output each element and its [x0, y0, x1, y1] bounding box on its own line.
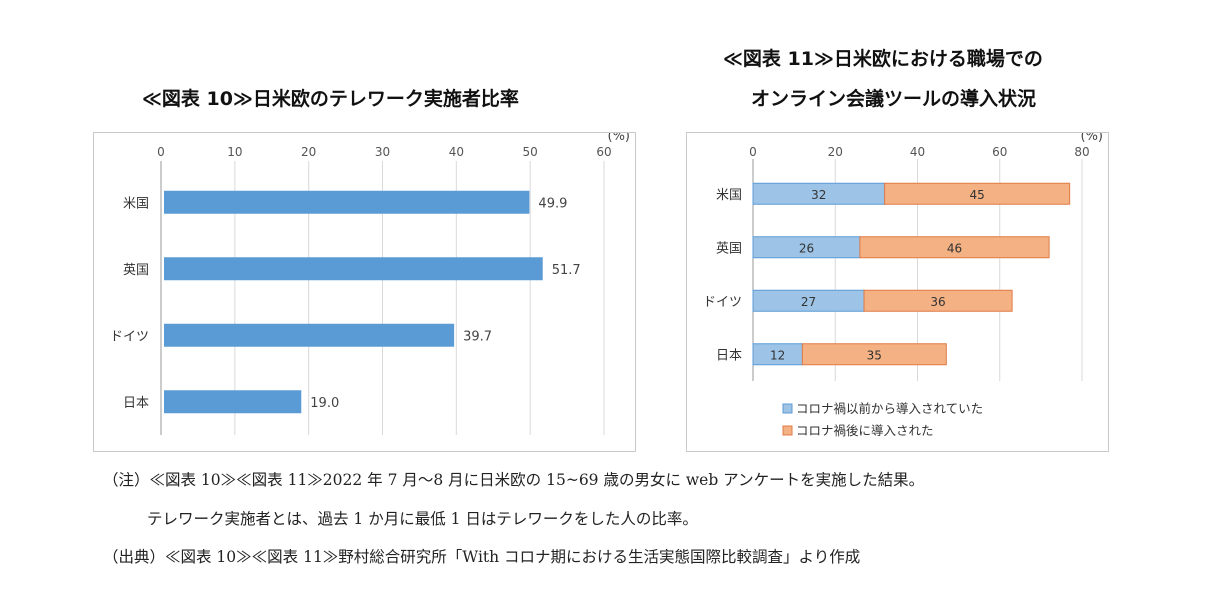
chart10-unit: (%)	[608, 133, 631, 144]
chart10-tick-label: 10	[227, 145, 242, 159]
chart10-tick-label: 0	[157, 145, 165, 159]
chart10-category-label: 英国	[123, 263, 149, 278]
note-line-3: （出典）≪図表 10≫≪図表 11≫野村総合研究所「With コロナ期における生…	[103, 548, 861, 566]
chart10-category-label: ドイツ	[110, 329, 149, 344]
chart11-data-label: 35	[867, 348, 882, 362]
chart11-svg: (%) 0 20 40 60 80 米国 32 45 英国 26 46 ドイツ 27 36 日本 12 35 コロナ…	[703, 129, 1104, 438]
chart11-data-label: 26	[799, 241, 814, 255]
chart10-data-label: 39.7	[463, 329, 492, 344]
chart11-category-label: 英国	[716, 241, 742, 256]
chart11-legend-label: コロナ禍以前から導入されていた	[796, 401, 983, 416]
chart11-tick-label: 80	[1074, 145, 1089, 159]
chart11-bar-segment	[801, 343, 947, 366]
chart11-tick-label: 20	[828, 145, 843, 159]
chart11-title-line1: ≪図表 11≫日米欧における職場での	[723, 48, 1043, 70]
chart10-bar	[164, 257, 543, 281]
chart10-panel: (%) 0 10 20 30 40 50 60 米国 49.9 英国 51.7 ドイツ 39.7 日本 19.…	[93, 129, 636, 452]
chart11-data-label: 45	[969, 188, 984, 202]
chart10-tick-label: 40	[449, 145, 464, 159]
note-line-1: （注）≪図表 10≫≪図表 11≫2022 年 7 月～8 月に日米欧の 15~…	[103, 471, 925, 489]
chart11-title-line2: オンライン会議ツールの導入状況	[751, 88, 1037, 110]
chart11-category-label: ドイツ	[703, 295, 742, 310]
chart10-bar	[164, 390, 302, 414]
note-line-2: テレワーク実施者とは、過去 1 か月に最低 1 日はテレワークをした人の比率。	[147, 510, 698, 528]
chart11-unit: (%)	[1081, 133, 1104, 144]
chart11-data-label: 36	[930, 295, 945, 309]
chart10-tick-label: 50	[523, 145, 538, 159]
chart10-data-label: 19.0	[310, 396, 339, 411]
chart10-title: ≪図表 10≫日米欧のテレワーク実施者比率	[142, 88, 519, 110]
chart11-tick-label: 60	[992, 145, 1007, 159]
chart10-data-label: 51.7	[552, 263, 581, 278]
chart11-bar-segment	[863, 289, 1013, 312]
chart11-data-label: 12	[770, 348, 785, 362]
chart11-tick-label: 0	[749, 145, 757, 159]
chart11-legend-label: コロナ禍後に導入された	[796, 423, 934, 438]
chart10-bar	[164, 190, 530, 214]
chart11-legend-swatch	[782, 403, 793, 414]
chart11-data-label: 32	[811, 188, 826, 202]
chart10-bar	[164, 323, 455, 347]
chart11-category-label: 米国	[716, 188, 742, 203]
chart11-category-label: 日本	[716, 348, 742, 363]
chart11-bar-segment	[884, 182, 1071, 205]
chart10-tick-label: 20	[301, 145, 316, 159]
chart10-tick-label: 60	[596, 145, 611, 159]
chart11-data-label: 27	[801, 295, 816, 309]
chart11-panel: (%) 0 20 40 60 80 米国 32 45 英国 26 46 ドイツ 27 36 日本 12 35 コロナ…	[686, 129, 1109, 452]
chart10-data-label: 49.9	[538, 196, 567, 211]
chart10-tick-label: 30	[375, 145, 390, 159]
chart10-category-label: 米国	[123, 196, 149, 211]
chart10-svg: (%) 0 10 20 30 40 50 60 米国 49.9 英国 51.7 ドイツ 39.7 日本 19.…	[110, 129, 631, 435]
chart11-tick-label: 40	[910, 145, 925, 159]
chart10-category-label: 日本	[123, 396, 149, 411]
chart11-legend-swatch	[782, 425, 793, 436]
chart11-bar-segment	[859, 236, 1050, 259]
chart11-data-label: 46	[947, 241, 962, 255]
